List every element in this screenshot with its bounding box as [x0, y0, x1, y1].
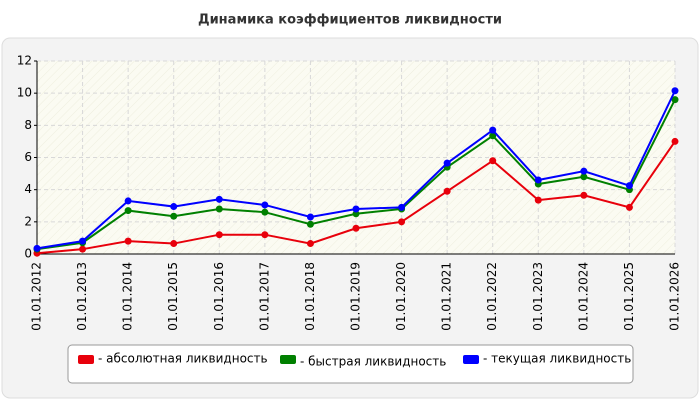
- data-point: [306, 213, 314, 221]
- data-point: [170, 203, 178, 211]
- legend-swatch: [78, 355, 94, 364]
- x-tick-label: 01.01.2021: [440, 262, 454, 331]
- data-point: [580, 173, 588, 181]
- data-point: [352, 205, 360, 213]
- legend-swatch: [280, 355, 296, 364]
- x-tick-label: 01.01.2022: [485, 262, 499, 331]
- data-point: [671, 87, 679, 95]
- legend-swatch: [463, 355, 479, 364]
- data-point: [261, 201, 269, 209]
- data-point: [671, 137, 679, 145]
- data-point: [352, 210, 360, 218]
- data-point: [443, 187, 451, 195]
- y-tick-label: 4: [24, 182, 32, 196]
- data-point: [124, 237, 132, 245]
- data-point: [306, 220, 314, 228]
- x-tick-label: 01.01.2024: [576, 262, 590, 331]
- y-tick-label: 8: [24, 118, 32, 132]
- data-point: [489, 157, 497, 165]
- data-point: [215, 205, 223, 213]
- x-tick-label: 01.01.2017: [257, 262, 271, 331]
- x-tick-label: 01.01.2014: [121, 262, 135, 331]
- y-tick-label: 0: [24, 247, 32, 261]
- data-point: [352, 224, 360, 232]
- data-point: [215, 195, 223, 203]
- data-point: [534, 176, 542, 184]
- data-point: [215, 231, 223, 239]
- data-point: [261, 208, 269, 216]
- y-tick-label: 2: [24, 214, 32, 228]
- y-tick-label: 10: [17, 86, 32, 100]
- data-point: [261, 231, 269, 239]
- data-point: [489, 132, 497, 140]
- x-tick-label: 01.01.2016: [212, 262, 226, 331]
- data-point: [79, 237, 87, 245]
- data-point: [443, 159, 451, 167]
- data-point: [398, 203, 406, 211]
- legend: [67, 344, 634, 384]
- x-tick-label: 01.01.2015: [166, 262, 180, 331]
- data-point: [306, 240, 314, 248]
- data-point: [124, 207, 132, 215]
- data-point: [671, 96, 679, 104]
- x-tick-label: 01.01.2026: [668, 262, 682, 331]
- y-tick-label: 12: [17, 54, 32, 68]
- x-tick-label: 01.01.2019: [349, 262, 363, 331]
- data-point: [625, 203, 633, 211]
- x-tick-label: 01.01.2020: [394, 262, 408, 331]
- y-tick-label: 6: [24, 150, 32, 164]
- data-point: [580, 167, 588, 175]
- data-point: [79, 245, 87, 253]
- data-point: [170, 212, 178, 220]
- legend-label: - абсолютная ликвидность: [98, 352, 268, 366]
- legend-label: - текущая ликвидность: [483, 352, 631, 366]
- x-tick-label: 01.01.2023: [531, 262, 545, 331]
- data-point: [398, 218, 406, 226]
- data-point: [625, 182, 633, 190]
- x-tick-label: 01.01.2018: [303, 262, 317, 331]
- data-point: [580, 191, 588, 199]
- data-point: [170, 240, 178, 248]
- x-tick-label: 01.01.2012: [30, 262, 44, 331]
- data-point: [534, 196, 542, 204]
- x-tick-label: 01.01.2025: [622, 262, 636, 331]
- data-point: [33, 244, 41, 252]
- legend-label: - быстрая ликвидность: [300, 355, 446, 369]
- chart-title: Динамика коэффициентов ликвидности: [198, 13, 502, 28]
- data-point: [489, 126, 497, 134]
- x-tick-label: 01.01.2013: [75, 262, 89, 331]
- data-point: [124, 197, 132, 205]
